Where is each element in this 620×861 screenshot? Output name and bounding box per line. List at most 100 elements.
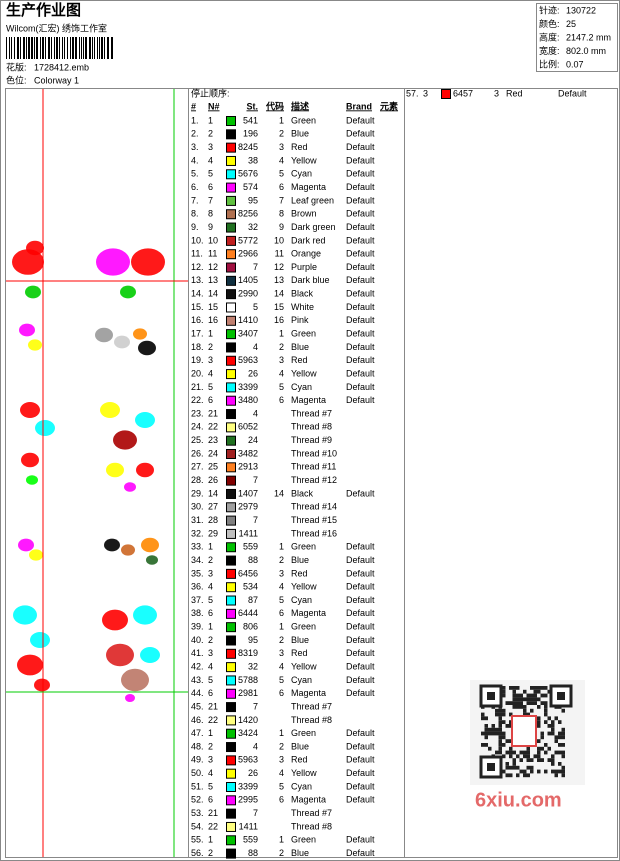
stitches: 24 [248, 435, 258, 445]
description: Green [291, 115, 316, 125]
qr-cell [491, 724, 495, 728]
qr-cell [512, 765, 516, 770]
qr-cell [519, 758, 523, 762]
qr-cell [554, 735, 558, 740]
qr-cell [561, 743, 565, 747]
qr-cell [561, 754, 565, 759]
color-swatch [226, 502, 236, 513]
needle: 12 [208, 262, 218, 272]
column-header: 元素 [380, 100, 398, 111]
qr-finder [557, 692, 565, 700]
row-number: 56. [191, 848, 204, 858]
code: 6 [279, 688, 284, 698]
code: 3 [279, 648, 284, 658]
brand: Default [346, 741, 375, 751]
brand: Default [346, 795, 375, 805]
stitches: 7 [253, 262, 258, 272]
needle: 25 [208, 462, 218, 472]
motif [120, 285, 136, 299]
stitches: 5 [253, 302, 258, 312]
qr-cell [540, 686, 544, 690]
code: 14 [274, 488, 284, 498]
description: Green [291, 835, 316, 845]
bar [67, 37, 68, 59]
row-number: 10. [191, 235, 204, 245]
qr-cell [523, 712, 527, 717]
qr-cell [530, 708, 534, 713]
design-file: 1728412.emb [34, 62, 89, 72]
stitches: 8319 [238, 648, 258, 658]
motif [18, 538, 34, 552]
description: Yellow [291, 368, 317, 378]
code: 6 [279, 182, 284, 192]
qr-cell [540, 693, 544, 698]
stitches: 88 [248, 555, 258, 565]
qr-cell [491, 731, 495, 736]
brand: Default [558, 88, 587, 98]
code: 16 [274, 315, 284, 325]
row-number: 33. [191, 542, 204, 552]
code: 4 [279, 661, 284, 671]
description: Purple [291, 262, 317, 272]
qr-cell [484, 727, 488, 732]
qr-cell [495, 731, 499, 736]
code: 1 [279, 835, 284, 845]
qr-cell [537, 689, 541, 694]
row-number: 1. [191, 115, 199, 125]
qr-cell [509, 686, 513, 690]
qr-cell [505, 773, 509, 778]
qr-cell [498, 746, 502, 751]
qr-cell [481, 731, 485, 736]
stitches: 5772 [238, 235, 258, 245]
qr-cell [558, 735, 562, 740]
stitches: 26 [248, 368, 258, 378]
description: Green [291, 728, 316, 738]
description: Blue [291, 741, 309, 751]
qr-cell [509, 720, 513, 724]
stitches: 3482 [238, 448, 258, 458]
color-swatch [226, 409, 236, 420]
qr-cell [498, 727, 502, 732]
qr-cell [537, 697, 541, 702]
column-header: 描述 [291, 100, 309, 111]
brand: Default [346, 129, 375, 139]
qr-cell [509, 701, 513, 705]
needle: 21 [208, 808, 218, 818]
description: Thread #8 [291, 715, 332, 725]
qr-cell [495, 727, 499, 732]
color-swatch [226, 662, 236, 673]
info-value: 802.0 mm [566, 46, 606, 56]
motif [106, 462, 124, 478]
row-number: 44. [191, 688, 204, 698]
color-swatch [226, 142, 236, 153]
motif [34, 678, 50, 692]
row-number: 27. [191, 462, 204, 472]
stitches: 559 [243, 542, 258, 552]
stitches: 2913 [238, 462, 258, 472]
qr-cell [547, 724, 551, 728]
motif [133, 605, 157, 625]
description: Thread #7 [291, 408, 332, 418]
description: Yellow [291, 768, 317, 778]
description: Green [291, 622, 316, 632]
qr-cell [544, 686, 548, 690]
brand: Default [346, 608, 375, 618]
qr-cell [561, 765, 565, 770]
qr-cell [530, 769, 534, 774]
info-label: 高度: [539, 31, 560, 42]
needle: 29 [208, 528, 218, 538]
color-swatch [226, 582, 236, 593]
needle: 1 [208, 115, 213, 125]
needle: 5 [208, 675, 213, 685]
stitches: 3407 [238, 328, 258, 338]
motif [25, 285, 41, 299]
row-number: 14. [191, 289, 204, 299]
description: White [291, 302, 314, 312]
qr-cell [502, 731, 506, 736]
stitches: 26 [248, 768, 258, 778]
qr-cell [498, 731, 502, 736]
needle: 4 [208, 661, 213, 671]
qr-cell [512, 693, 516, 698]
